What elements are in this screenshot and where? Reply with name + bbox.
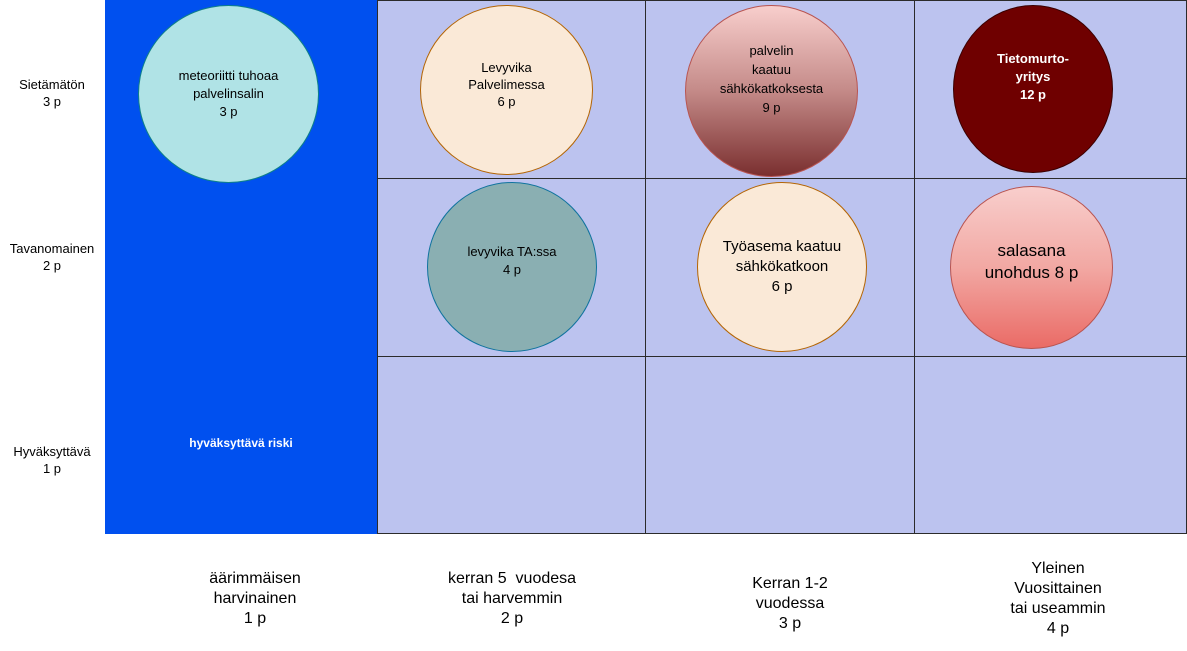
x-label-line: tai useammin bbox=[1010, 600, 1106, 617]
y-label-text: Sietämätön bbox=[19, 77, 85, 92]
risk-label-line: sähkökatkoksesta bbox=[719, 81, 824, 96]
x-label-score: 3 p bbox=[778, 615, 802, 632]
risk-label-line: Tietomurto- bbox=[997, 51, 1069, 66]
risk-score: 3 p bbox=[219, 104, 238, 119]
risk-bubble-server-disk-failure: Levyvika Palvelimessa 6 p bbox=[420, 5, 593, 175]
x-label-score: 4 p bbox=[1046, 620, 1070, 637]
risk-bubble-forgotten-password: salasana unohdus 8 p bbox=[950, 186, 1113, 349]
y-label-text: Hyväksyttävä bbox=[13, 444, 91, 459]
risk-label-line: meteoriitti tuhoaa bbox=[178, 68, 279, 83]
risk-label-line: salasana bbox=[997, 240, 1066, 260]
x-label-line: harvinainen bbox=[213, 590, 297, 607]
risk-bubble-server-power-outage: palvelin kaatuu sähkökatkoksesta 9 p bbox=[685, 5, 858, 177]
x-label-line: kerran 5 vuodesa bbox=[447, 570, 577, 587]
risk-label-line: Levyvika bbox=[481, 59, 532, 75]
x-label-line: Yleinen bbox=[1031, 560, 1085, 577]
risk-score: 6 p bbox=[771, 278, 793, 295]
x-label-every-5-years: kerran 5 vuodesa tai harvemmin 2 p bbox=[412, 569, 612, 629]
risk-label-line: yritys bbox=[1015, 69, 1051, 84]
x-label-line: äärimmäisen bbox=[209, 570, 301, 587]
x-label-line: tai harvemmin bbox=[461, 590, 563, 607]
risk-score: 9 p bbox=[762, 100, 781, 115]
y-label-ordinary: Tavanomainen 2 p bbox=[0, 240, 104, 274]
x-label-score: 1 p bbox=[243, 610, 267, 627]
x-label-1-2-per-year: Kerran 1-2 vuodessa 3 p bbox=[690, 574, 890, 634]
y-label-acceptable: Hyväksyttävä 1 p bbox=[0, 443, 104, 477]
acceptable-risk-label: hyväksyttävä riski bbox=[189, 436, 293, 450]
y-label-score: 2 p bbox=[42, 258, 62, 273]
risk-bubble-intrusion-attempt: Tietomurto- yritys 12 p bbox=[953, 5, 1113, 173]
risk-score: 6 p bbox=[497, 93, 516, 109]
risk-bubble-workstation-disk-failure: levyvika TA:ssa 4 p bbox=[427, 182, 597, 352]
x-label-score: 2 p bbox=[500, 610, 524, 627]
x-label-yearly-or-more: Yleinen Vuosittainen tai useammin 4 p bbox=[958, 559, 1158, 639]
y-label-score: 1 p bbox=[42, 461, 62, 476]
risk-label-line: palvelinsalin bbox=[193, 86, 264, 101]
risk-bubble-meteorite: meteoriitti tuhoaa palvelinsalin 3 p bbox=[138, 5, 319, 183]
x-label-extremely-rare: äärimmäisen harvinainen 1 p bbox=[155, 569, 355, 629]
x-label-line: Kerran 1-2 bbox=[752, 575, 828, 592]
risk-label-line: levyvika TA:ssa bbox=[467, 244, 557, 259]
cell-r3-c4 bbox=[914, 356, 1187, 534]
risk-label-line: sähkökatkoon bbox=[735, 258, 829, 275]
risk-bubble-workstation-power-outage: Työasema kaatuu sähkökatkoon 6 p bbox=[697, 182, 867, 352]
x-label-line: vuodessa bbox=[755, 595, 825, 612]
risk-label-line: Työasema kaatuu bbox=[722, 238, 842, 255]
risk-label-line: unohdus 8 p bbox=[984, 262, 1079, 282]
y-label-intolerable: Sietämätön 3 p bbox=[0, 76, 104, 110]
y-label-score: 3 p bbox=[42, 94, 62, 109]
cell-r3-c3 bbox=[645, 356, 915, 534]
risk-label-line: kaatuu bbox=[751, 62, 792, 77]
risk-score: 12 p bbox=[1019, 87, 1046, 102]
y-label-text: Tavanomainen bbox=[9, 241, 95, 256]
x-label-line: Vuosittainen bbox=[1014, 580, 1102, 597]
risk-label-line: palvelin bbox=[749, 43, 794, 58]
risk-label-line: Palvelimessa bbox=[468, 76, 545, 92]
cell-r3-c2 bbox=[377, 356, 646, 534]
risk-score: 4 p bbox=[502, 262, 522, 277]
